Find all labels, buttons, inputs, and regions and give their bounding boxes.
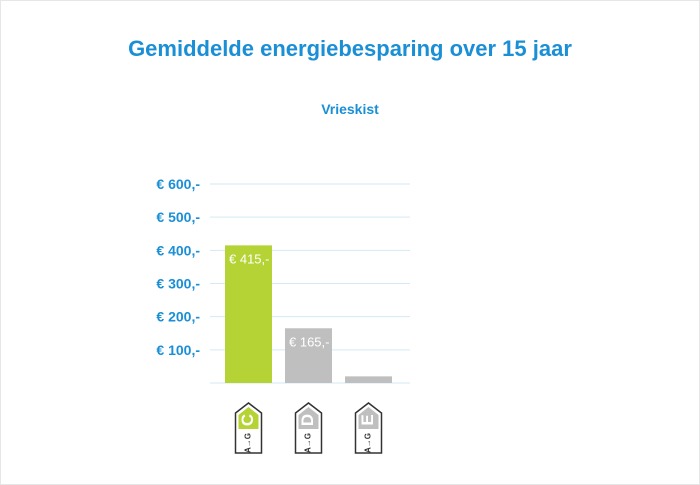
chart-title: Gemiddelde energiebesparing over 15 jaar: [128, 36, 572, 61]
y-tick-label: € 600,-: [156, 176, 200, 192]
y-tick-label: € 400,-: [156, 242, 200, 258]
chart-subtitle: Vrieskist: [321, 101, 379, 117]
badge-scale-text: A→G: [304, 433, 313, 453]
y-tick-label: € 300,-: [156, 276, 200, 292]
badge-fill: [238, 407, 259, 429]
y-tick-label: € 100,-: [156, 342, 200, 358]
bar-d: [285, 328, 332, 383]
bar-data-label: € 415,-: [229, 251, 269, 266]
badge-letter: E: [358, 414, 377, 425]
energy-label-badges: C A→G D A→G E A→G: [234, 402, 383, 454]
badge-scale-text: A→G: [244, 433, 253, 453]
y-tick-label: € 200,-: [156, 309, 200, 325]
bar-c: [225, 245, 272, 383]
energy-label-badge-d: D A→G: [294, 402, 323, 454]
y-axis-ticks: € 100,- € 200,- € 300,- € 400,- € 500,- € 600…: [156, 176, 200, 358]
badge-scale-text: A→G: [364, 433, 373, 453]
y-tick-label: € 500,-: [156, 209, 200, 225]
energy-label-badge-c: C A→G: [234, 402, 263, 454]
bar-data-label: € 165,-: [289, 334, 329, 349]
bars: € 415,- € 165,-: [225, 245, 392, 383]
bar-e: [345, 376, 392, 383]
badge-fill: [358, 407, 379, 429]
badge-fill: [298, 407, 319, 429]
energy-label-badge-e: E A→G: [354, 402, 383, 454]
badge-letter: D: [298, 414, 317, 426]
badge-letter: C: [238, 414, 257, 426]
